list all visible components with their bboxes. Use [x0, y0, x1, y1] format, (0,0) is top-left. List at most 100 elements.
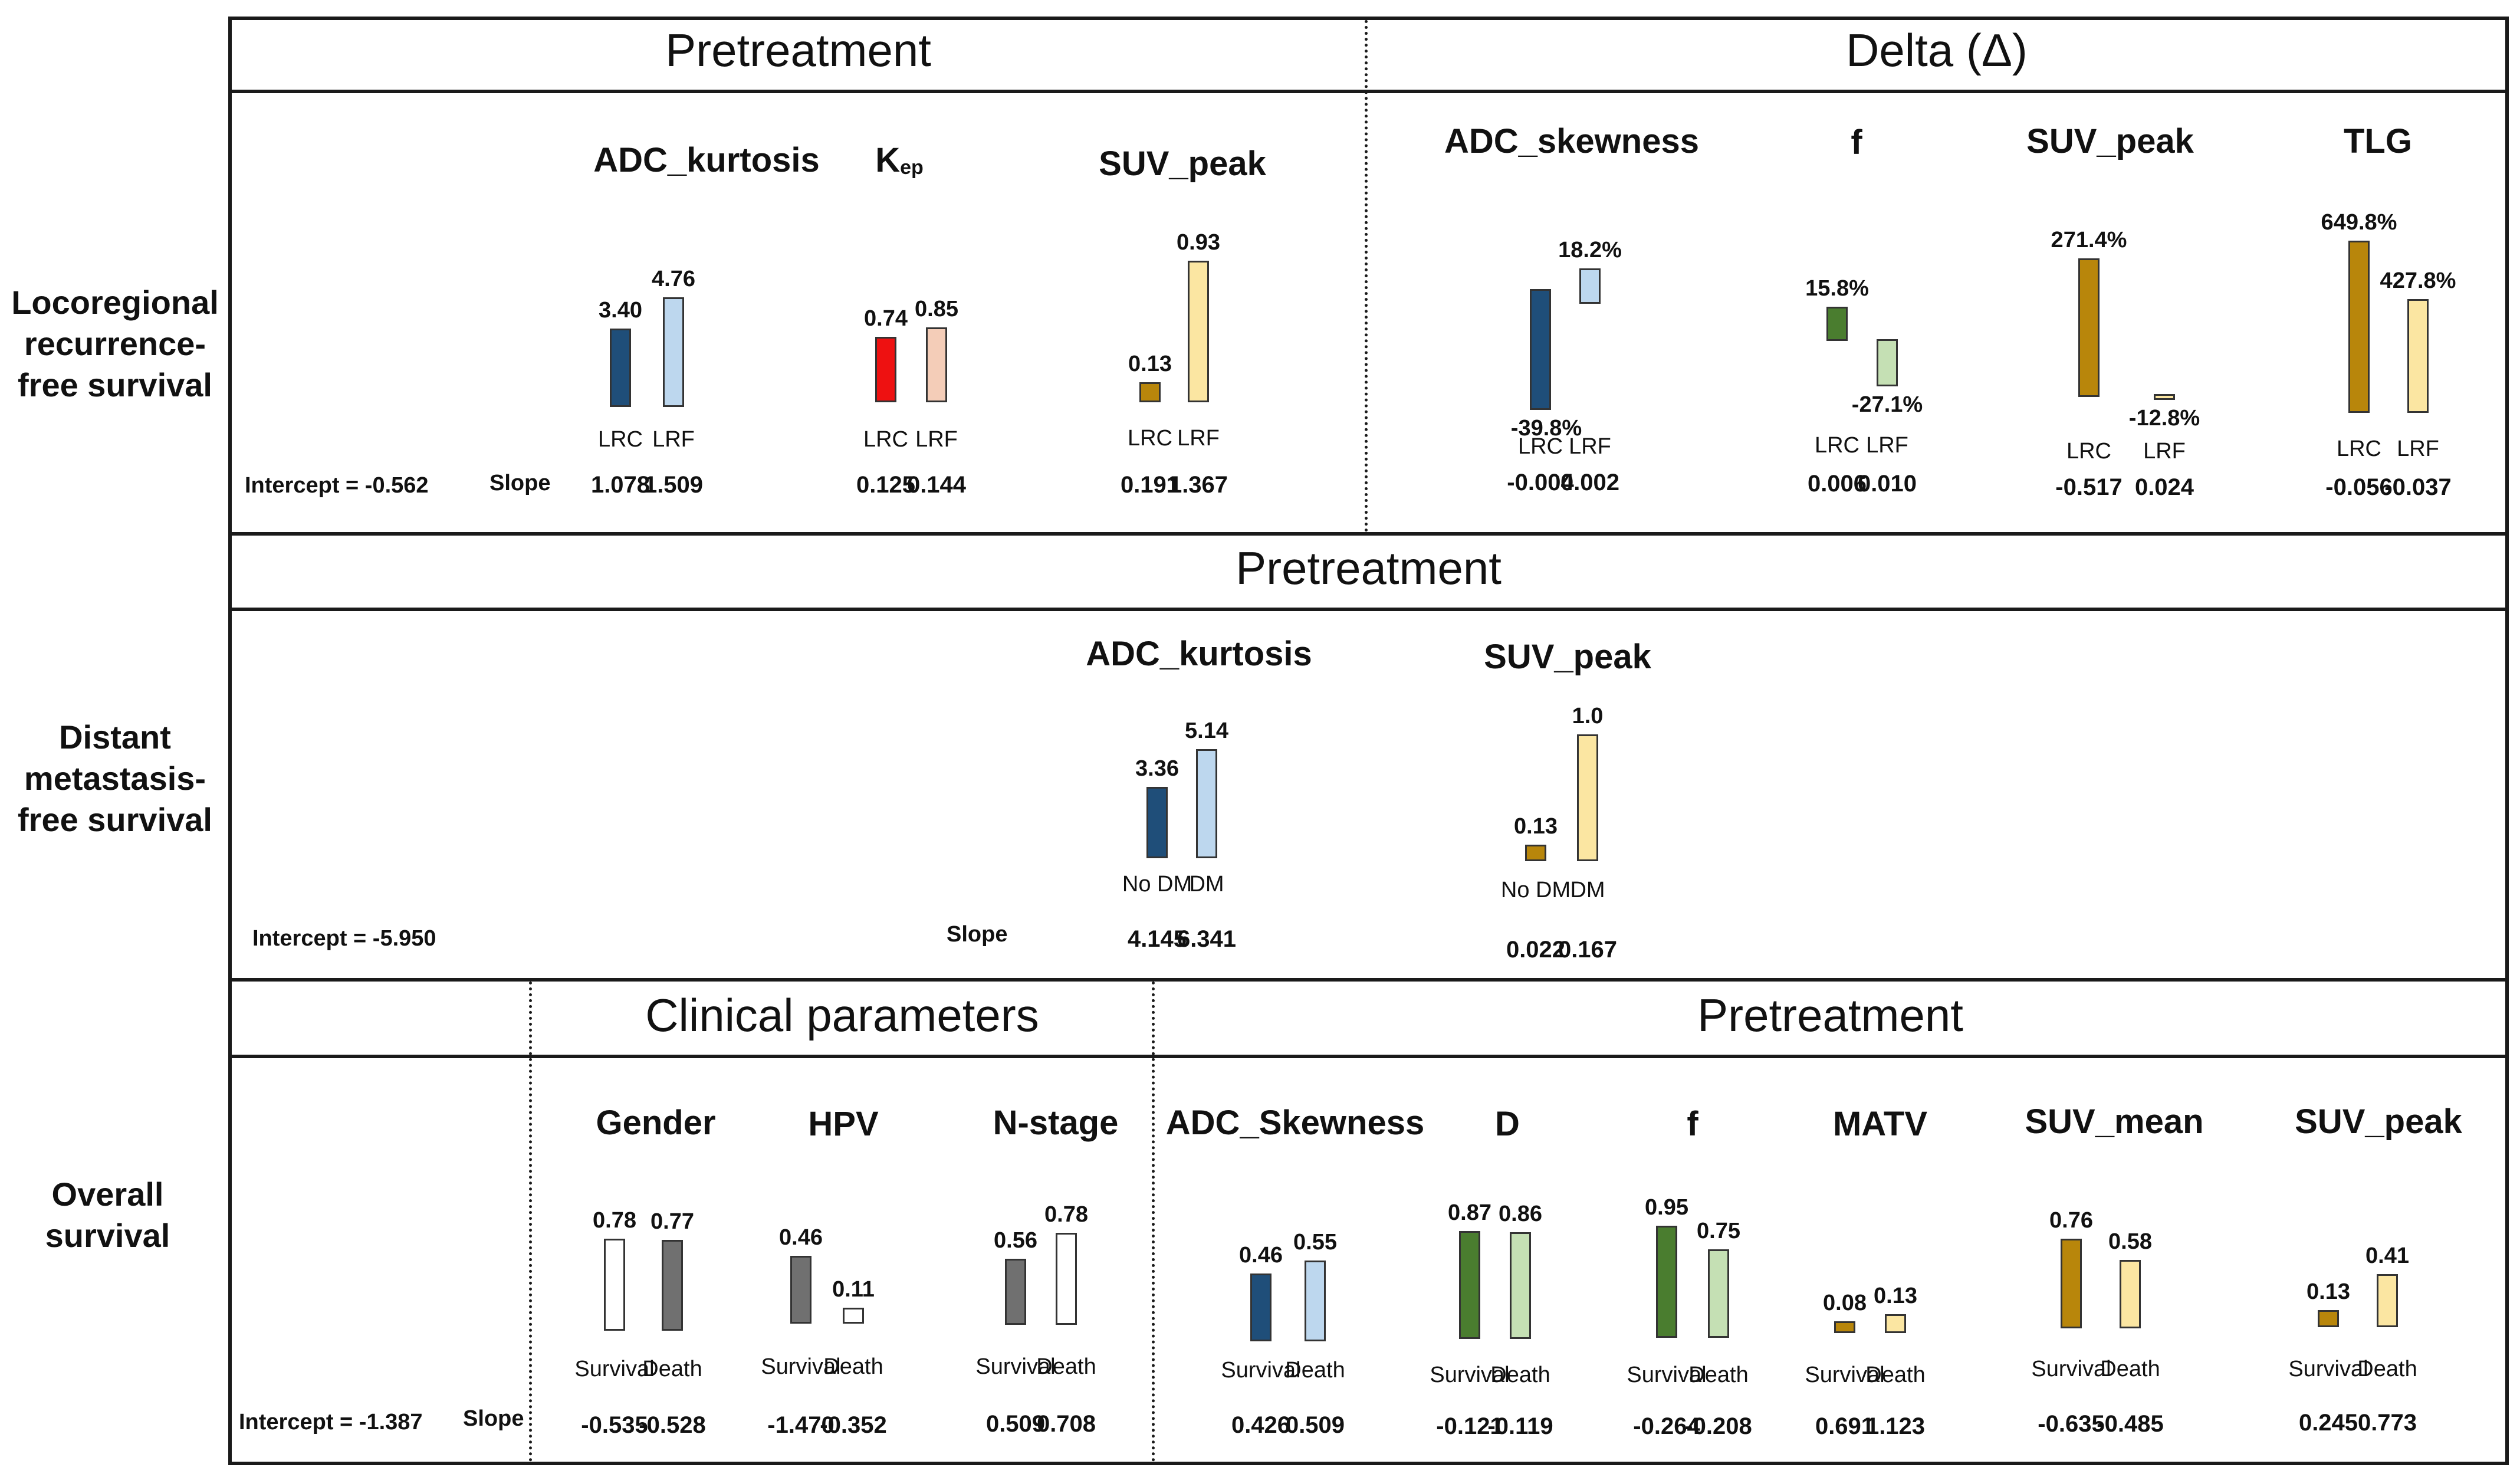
slope-value-overall-clinical-parameters-gender-death: -0.528 [639, 1412, 706, 1438]
header-delta-lrfs: Delta (Δ) [1846, 24, 2028, 76]
category-label-overall-pretreatment-suv-peak-death: Death [2357, 1357, 2417, 1381]
slope-value-overall-pretreatment-suv-peak-survival: 0.245 [2298, 1410, 2358, 1436]
value-label-overall-pretreatment-d-survival: 0.87 [1448, 1200, 1491, 1226]
intercept-dmfs: Intercept = -5.950 [252, 926, 436, 951]
panel-title-locoregional-pretreatment-adc-kurtosis: ADC_kurtosis [593, 141, 820, 179]
value-label-locoregional-pretreatment-kep-lrf: 0.85 [915, 296, 958, 321]
value-label-overall-clinical-parameters-n-stage-death: 0.78 [1044, 1202, 1088, 1227]
value-label-locoregional-delta-tlg-lrc: 649.8% [2321, 209, 2397, 235]
slope-value-overall-pretreatment-suv-mean-death: -0.485 [2097, 1411, 2164, 1437]
bar-locoregional-pretreatment-adc-kurtosis-lrf [663, 297, 684, 407]
frame-row-dmfs [228, 532, 2509, 982]
category-label-locoregional-delta-f-lrc: LRC [1814, 433, 1860, 458]
category-label-overall-clinical-parameters-n-stage-death: Death [1036, 1354, 1096, 1379]
panel-title-overall-pretreatment-f: f [1687, 1105, 1698, 1143]
bar-locoregional-delta-adc-skewness-lrf [1579, 268, 1601, 304]
slope-value-locoregional-delta-suv-peak-lrf: 0.024 [2134, 474, 2194, 500]
slope-value-overall-pretreatment-d-death: -0.119 [1487, 1413, 1553, 1439]
bar-overall-pretreatment-suv-peak-death [2377, 1273, 2398, 1327]
value-label-locoregional-delta-tlg-lrf: 427.8% [2380, 268, 2456, 294]
bar-locoregional-pretreatment-suv-peak-lrc [1139, 382, 1161, 402]
bar-distant-pretreatment-suv-peak-no-dm [1525, 845, 1546, 861]
bar-locoregional-delta-f-lrc [1826, 307, 1848, 341]
row-label-dmfs: Distant metastasis-free survival [18, 718, 212, 838]
slope-value-locoregional-delta-suv-peak-lrc: -0.517 [2055, 474, 2123, 500]
bar-locoregional-pretreatment-suv-peak-lrf [1188, 261, 1209, 402]
value-label-overall-clinical-parameters-hpv-survival: 0.46 [779, 1225, 823, 1250]
bar-distant-pretreatment-adc-kurtosis-dm [1196, 749, 1217, 858]
slope-value-distant-pretreatment-suv-peak-dm: 0.167 [1558, 937, 1618, 963]
slope-value-locoregional-pretreatment-suv-peak-lrf: 1.367 [1168, 472, 1228, 498]
slope-value-overall-pretreatment-d-survival: -0.121 [1436, 1413, 1503, 1439]
slope-value-overall-pretreatment-suv-peak-death: 0.773 [2357, 1410, 2417, 1436]
category-label-locoregional-delta-tlg-lrf: LRF [2397, 436, 2439, 461]
header-pretreatment-os: Pretreatment [1697, 989, 1963, 1041]
panel-title-distant-pretreatment-adc-kurtosis: ADC_kurtosis [1086, 635, 1312, 673]
slope-value-overall-clinical-parameters-n-stage-death: 0.708 [1036, 1411, 1096, 1437]
panel-title-locoregional-delta-suv-peak: SUV_peak [2026, 122, 2194, 160]
value-label-overall-pretreatment-f-death: 0.75 [1697, 1219, 1740, 1243]
slope-value-distant-pretreatment-suv-peak-no-dm: 0.022 [1506, 937, 1566, 963]
category-label-distant-pretreatment-suv-peak-no-dm: No DM [1500, 878, 1571, 902]
category-label-locoregional-delta-f-lrf: LRF [1866, 433, 1908, 458]
panel-title-locoregional-delta-tlg: TLG [2344, 122, 2412, 160]
header-divider-dmfs [228, 608, 2509, 611]
value-label-distant-pretreatment-adc-kurtosis-dm: 5.14 [1185, 718, 1228, 743]
header-pretreatment-dmfs: Pretreatment [1236, 542, 1502, 594]
panel-title-locoregional-delta-f: f [1851, 123, 1862, 162]
panel-title-overall-pretreatment-d: D [1495, 1105, 1520, 1143]
value-label-overall-pretreatment-suv-peak-survival: 0.13 [2307, 1279, 2350, 1305]
slope-label-dmfs: Slope [947, 922, 1008, 947]
category-label-distant-pretreatment-adc-kurtosis-no-dm: No DM [1122, 872, 1192, 897]
header-clinical-os: Clinical parameters [645, 989, 1039, 1041]
bar-overall-clinical-parameters-hpv-death [843, 1307, 864, 1324]
value-label-overall-pretreatment-f-survival: 0.95 [1645, 1195, 1688, 1220]
slope-value-distant-pretreatment-adc-kurtosis-dm: 6.341 [1177, 926, 1237, 952]
bar-overall-pretreatment-suv-mean-death [2120, 1260, 2141, 1328]
slope-value-locoregional-delta-adc-skewness-lrf: 0.002 [1560, 470, 1620, 495]
value-label-locoregional-delta-adc-skewness-lrf: 18.2% [1558, 238, 1622, 262]
value-label-overall-pretreatment-suv-mean-survival: 0.76 [2049, 1208, 2093, 1233]
slope-value-overall-pretreatment-f-survival: -0.264 [1633, 1413, 1700, 1439]
value-label-locoregional-delta-suv-peak-lrf: -12.8% [2128, 406, 2200, 431]
intercept-lrfs: Intercept = -0.562 [245, 473, 429, 498]
separator-clinical-pre [1152, 982, 1155, 1462]
bar-overall-pretreatment-matv-death [1885, 1314, 1906, 1333]
slope-value-locoregional-pretreatment-suv-peak-lrc: 0.191 [1120, 472, 1180, 498]
bar-overall-pretreatment-f-survival [1656, 1226, 1677, 1338]
value-label-overall-clinical-parameters-gender-death: 0.77 [650, 1209, 694, 1234]
slope-value-locoregional-delta-f-lrc: 0.006 [1807, 471, 1867, 497]
slope-value-locoregional-pretreatment-adc-kurtosis-lrf: 1.509 [643, 472, 704, 498]
slope-value-overall-pretreatment-matv-death: 1.123 [1865, 1413, 1926, 1439]
value-label-overall-clinical-parameters-n-stage-survival: 0.56 [994, 1228, 1037, 1253]
bar-locoregional-delta-suv-peak-lrf [2154, 394, 2175, 400]
category-label-overall-pretreatment-d-survival: Survival [1430, 1363, 1510, 1387]
slope-value-locoregional-pretreatment-adc-kurtosis-lrc: 1.078 [590, 472, 650, 498]
value-label-locoregional-pretreatment-adc-kurtosis-lrf: 4.76 [652, 267, 695, 292]
bar-locoregional-delta-f-lrf [1877, 339, 1898, 386]
value-label-locoregional-delta-f-lrf: -27.1% [1851, 392, 1923, 417]
category-label-locoregional-pretreatment-adc-kurtosis-lrc: LRC [597, 427, 643, 452]
panel-title-overall-pretreatment-matv: MATV [1832, 1105, 1928, 1143]
category-label-distant-pretreatment-suv-peak-dm: DM [1570, 878, 1605, 902]
value-label-locoregional-pretreatment-suv-peak-lrf: 0.93 [1177, 230, 1220, 255]
bar-overall-clinical-parameters-n-stage-death [1056, 1233, 1077, 1325]
bar-locoregional-delta-tlg-lrf [2407, 299, 2429, 413]
category-label-overall-clinical-parameters-gender-death: Death [642, 1357, 702, 1381]
value-label-locoregional-pretreatment-suv-peak-lrc: 0.13 [1128, 352, 1172, 377]
category-label-locoregional-pretreatment-kep-lrf: LRF [915, 427, 958, 452]
value-label-overall-pretreatment-d-death: 0.86 [1499, 1202, 1542, 1227]
value-label-distant-pretreatment-suv-peak-no-dm: 0.13 [1514, 814, 1558, 839]
bar-overall-pretreatment-d-death [1510, 1232, 1531, 1339]
category-label-locoregional-pretreatment-suv-peak-lrf: LRF [1177, 426, 1220, 451]
category-label-locoregional-delta-suv-peak-lrc: LRC [2066, 439, 2112, 464]
value-label-overall-pretreatment-adc-skewness-death: 0.55 [1293, 1229, 1337, 1255]
slope-value-overall-pretreatment-suv-mean-survival: -0.635 [2038, 1411, 2105, 1437]
bar-overall-pretreatment-suv-mean-survival [2061, 1239, 2082, 1328]
slope-value-overall-pretreatment-adc-skewness-death: 0.509 [1285, 1412, 1345, 1438]
panel-title-overall-pretreatment-suv-mean: SUV_mean [2025, 1102, 2204, 1141]
header-pretreatment-lrfs: Pretreatment [665, 24, 931, 76]
bar-overall-clinical-parameters-gender-death [662, 1240, 683, 1331]
slope-label-lrfs: Slope [489, 471, 551, 495]
